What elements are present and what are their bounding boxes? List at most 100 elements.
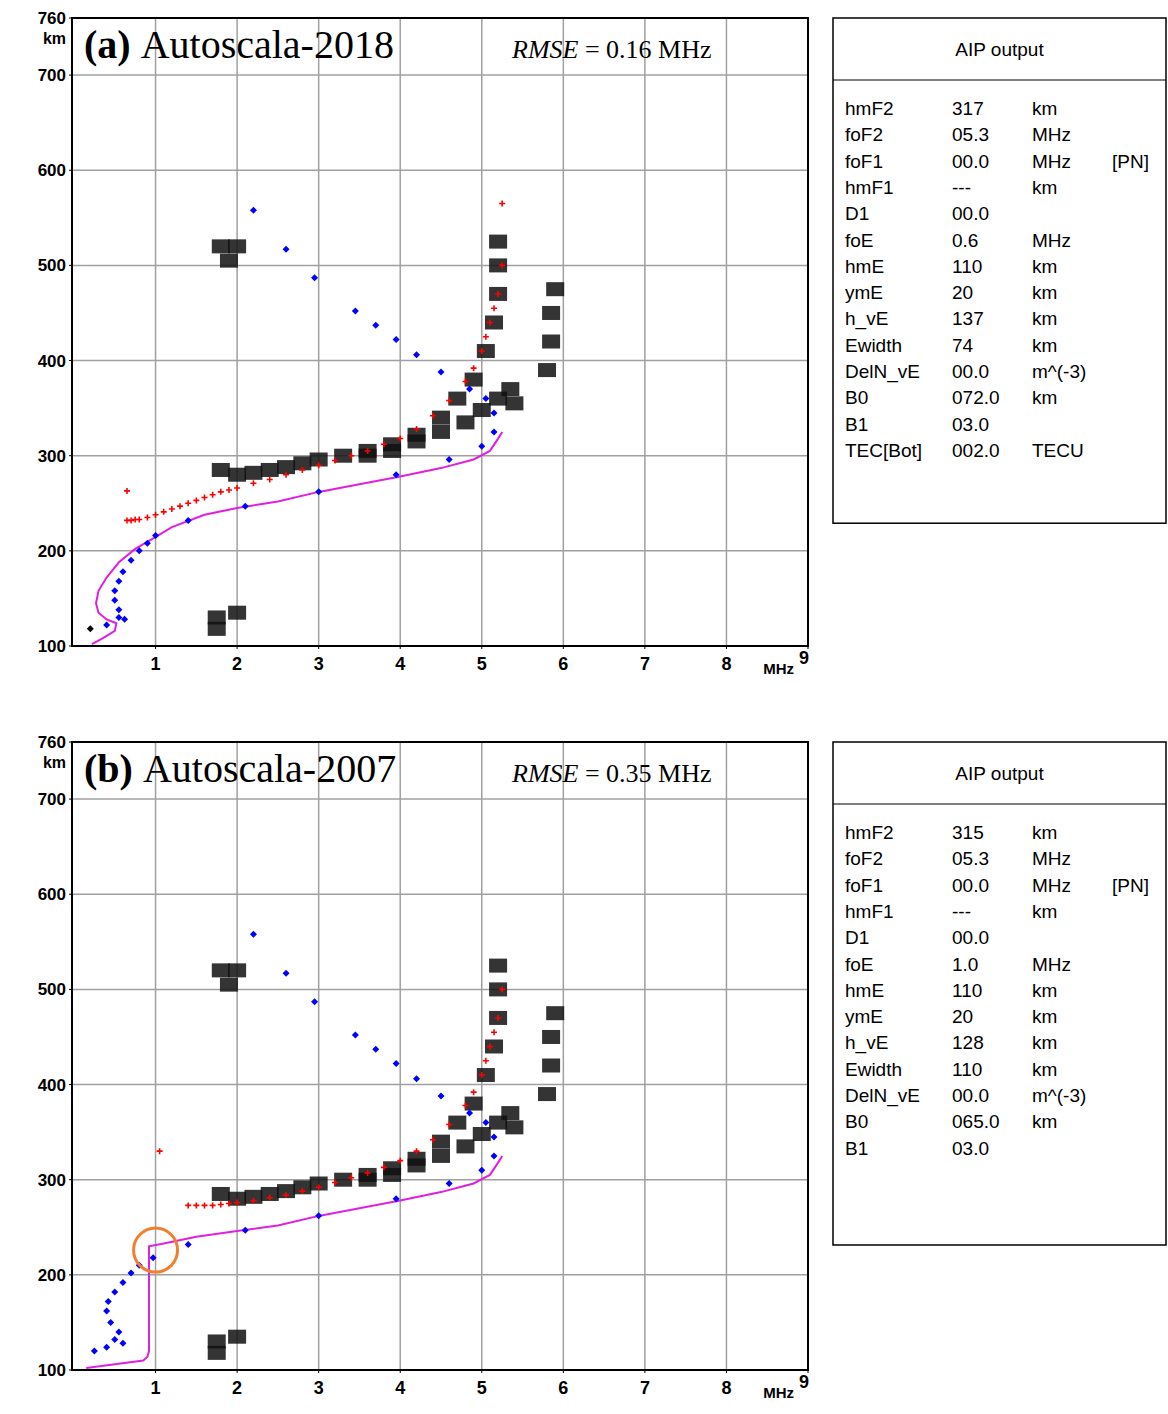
trace-point xyxy=(157,1148,163,1154)
y-tick xyxy=(69,550,72,551)
point xyxy=(115,1328,122,1335)
box-cell: km xyxy=(1032,387,1057,408)
echo xyxy=(228,963,246,977)
box-cell: --- xyxy=(952,901,971,922)
grid-line xyxy=(399,18,401,646)
echo xyxy=(220,978,238,992)
aip-box: AIP outputhmF2317kmfoF205.3MHzfoF100.0MH… xyxy=(833,18,1166,523)
x-tick xyxy=(563,1370,564,1373)
box-cell: hmF1 xyxy=(845,177,894,198)
x-tick-label: 7 xyxy=(640,1378,650,1398)
box-cell: TEC[Bot] xyxy=(845,440,922,461)
point xyxy=(103,622,110,629)
trace-point xyxy=(144,515,150,521)
box-cell: 315 xyxy=(952,822,984,843)
y-tick-label: 500 xyxy=(38,256,66,275)
trace-point xyxy=(161,509,167,515)
point xyxy=(311,274,318,281)
x-tick-label: 3 xyxy=(314,654,324,674)
trace-point xyxy=(462,378,468,384)
trace-point xyxy=(193,1202,199,1208)
point xyxy=(283,246,290,253)
grid-line xyxy=(72,74,808,76)
echo xyxy=(546,1006,564,1020)
trace-point xyxy=(316,462,322,468)
box-cell: foF2 xyxy=(845,848,883,869)
box-cell: km xyxy=(1032,822,1057,843)
trace-point xyxy=(499,201,505,207)
x-tick xyxy=(237,1370,238,1373)
box-cell: km xyxy=(1032,1006,1057,1027)
point xyxy=(242,1227,249,1234)
y-tick-label: 600 xyxy=(38,885,66,904)
echo xyxy=(228,239,246,253)
y-axis-label: km xyxy=(43,30,66,47)
box-cell: 05.3 xyxy=(952,848,989,869)
echo xyxy=(538,363,556,377)
box-cell: hmF2 xyxy=(845,98,894,119)
trace-point xyxy=(299,1188,305,1194)
trace-point xyxy=(446,1122,452,1128)
point xyxy=(372,1046,379,1053)
y-tick-label: 400 xyxy=(38,352,66,371)
grid-line xyxy=(726,742,728,1370)
trace-point xyxy=(210,492,216,498)
trace-point xyxy=(250,1198,256,1204)
x-tick-label: 8 xyxy=(721,654,731,674)
trace-point xyxy=(234,1200,240,1206)
point xyxy=(152,532,159,539)
grid-line xyxy=(155,742,157,1370)
box-cell: 0.6 xyxy=(952,230,978,251)
box-cell: foF2 xyxy=(845,124,883,145)
echo xyxy=(334,1173,352,1187)
echo xyxy=(228,606,246,620)
box-cell: --- xyxy=(952,177,971,198)
y-tick xyxy=(69,646,72,647)
subtitle-part: RMSE xyxy=(511,759,579,788)
box-cell: hmF1 xyxy=(845,901,894,922)
grid-line xyxy=(72,798,808,800)
y-tick-label: 760 xyxy=(38,9,66,28)
box-title: AIP output xyxy=(955,39,1044,60)
echo xyxy=(220,254,238,268)
x-tick-label: 9 xyxy=(799,1372,809,1392)
trace-point xyxy=(332,457,338,463)
box-cell: m^(-3) xyxy=(1032,361,1086,382)
box-cell: 110 xyxy=(952,980,982,1001)
grid-line xyxy=(318,742,320,1370)
grid-line xyxy=(644,18,646,646)
x-tick-label: 9 xyxy=(799,648,809,668)
box-cell: [PN] xyxy=(1112,875,1149,896)
echo xyxy=(228,1330,246,1344)
point xyxy=(250,207,257,214)
echo xyxy=(473,403,491,417)
echo xyxy=(489,287,507,301)
echo xyxy=(208,622,226,636)
grid-line xyxy=(72,169,808,171)
box-cell: 072.0 xyxy=(952,387,1000,408)
point xyxy=(466,1110,473,1117)
trace-point xyxy=(430,1137,436,1143)
grid-line xyxy=(644,742,646,1370)
trace-point xyxy=(193,497,199,503)
box-cell: km xyxy=(1032,282,1057,303)
point xyxy=(372,322,379,329)
x-axis-label: MHz xyxy=(763,1384,794,1401)
trace-point xyxy=(226,487,232,493)
x-tick xyxy=(726,1370,727,1373)
box-cell: hmE xyxy=(845,980,884,1001)
point xyxy=(119,1340,126,1347)
y-tick-label: 600 xyxy=(38,161,66,180)
box-cell: km xyxy=(1032,980,1057,1001)
box-cell: foE xyxy=(845,230,874,251)
y-tick-label: 500 xyxy=(38,980,66,999)
trace-point xyxy=(226,1200,232,1206)
trace-point xyxy=(479,348,485,354)
y-tick-label: 700 xyxy=(38,790,66,809)
box-cell: 137 xyxy=(952,308,984,329)
x-tick xyxy=(481,646,482,649)
box-cell: D1 xyxy=(845,203,869,224)
point xyxy=(393,471,400,478)
grid-line xyxy=(72,360,808,362)
point xyxy=(103,1344,110,1351)
